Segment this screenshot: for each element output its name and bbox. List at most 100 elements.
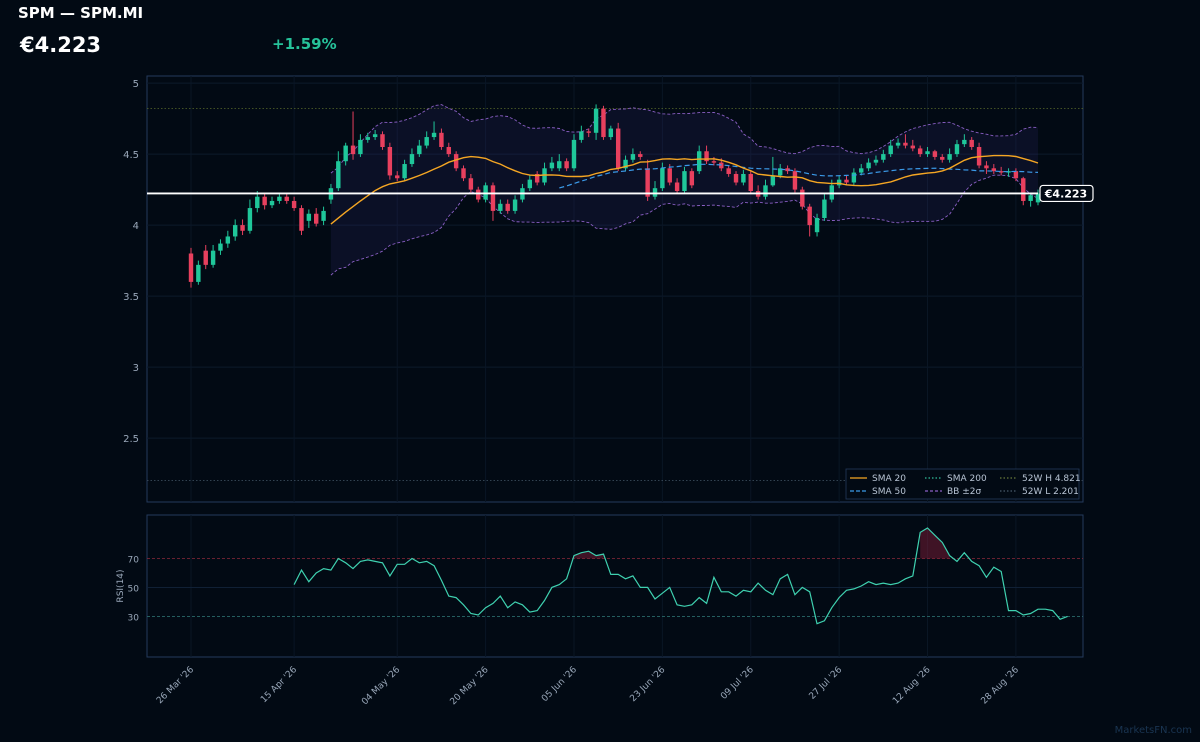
price-change: +1.59% — [272, 35, 337, 53]
candle-body — [402, 164, 407, 179]
rsi-tick-label: 30 — [128, 613, 140, 623]
candle-body — [623, 159, 628, 169]
candle-body — [284, 196, 289, 201]
candle-body — [1006, 171, 1011, 173]
candle-body — [674, 182, 680, 192]
chart-legend: SMA 20 SMA 200 52W H 4.821 SMA 50 BB ±2σ 52W … — [845, 468, 1081, 500]
candle-body — [888, 145, 893, 155]
candle-body — [446, 147, 451, 155]
candle-body — [483, 185, 488, 200]
candle-body — [579, 131, 584, 140]
candle-body — [461, 168, 466, 179]
candle-body — [409, 154, 415, 165]
bollinger-upper — [330, 104, 1039, 174]
price-panel[interactable]: 2.5 3 3.5 4 4.5 5 €4.223 SMA 20 SMA 200 52W H 4.8… — [123, 75, 1094, 503]
candle-body — [277, 196, 282, 201]
rsi-overbought-fill — [920, 528, 950, 559]
candle-body — [962, 139, 967, 145]
candle-body — [549, 162, 555, 169]
y-tick-label: 4 — [133, 221, 139, 232]
candle-body — [940, 156, 945, 160]
bollinger-lower — [330, 174, 1039, 276]
candle-body — [571, 139, 577, 169]
candle-body — [336, 161, 341, 189]
candle-body — [881, 154, 886, 160]
x-axis: 26 Mar '26 15 Apr '26 04 May '26 20 May '26… — [155, 665, 1021, 707]
candle-body — [696, 151, 702, 172]
candle-body — [380, 134, 385, 147]
y-tick-label: 3.5 — [123, 292, 139, 303]
x-tick-label: 23 Jun '26 — [628, 665, 667, 704]
last-price: €4.223 — [20, 33, 102, 57]
candle-body — [645, 168, 650, 197]
candle-body — [991, 168, 997, 172]
candle-body — [210, 250, 216, 265]
candle-body — [763, 185, 768, 197]
candle-body — [660, 168, 665, 189]
rsi-panel-frame — [146, 514, 1084, 658]
candle-body — [476, 189, 481, 200]
candle-body — [218, 243, 223, 251]
candle-body — [873, 159, 879, 163]
candle-body — [984, 165, 989, 169]
candle-body — [829, 185, 834, 200]
candle-body — [557, 161, 562, 169]
candle-body — [564, 161, 569, 169]
candle-body — [954, 144, 960, 155]
candle-body — [969, 139, 974, 147]
candle-body — [593, 108, 599, 133]
candle-body — [299, 208, 304, 231]
candle-body — [917, 148, 923, 155]
candle-body — [711, 161, 717, 163]
candle-body — [925, 151, 930, 155]
candle-body — [306, 213, 312, 221]
candle-body — [505, 203, 510, 211]
candle-body — [232, 225, 238, 237]
y-tick-label: 4.5 — [123, 150, 139, 161]
candle-body — [895, 142, 901, 146]
candle-body — [534, 173, 540, 183]
y-tick-label: 3 — [133, 363, 139, 374]
candle-body — [225, 236, 231, 244]
candle-body — [638, 154, 643, 157]
candle-body — [733, 173, 739, 183]
candle-body — [866, 162, 871, 169]
candle-body — [998, 171, 1004, 173]
candle-body — [431, 132, 437, 138]
candle-body — [395, 175, 400, 179]
candle-body — [601, 108, 606, 138]
candle-body — [527, 179, 533, 189]
candle-body — [365, 137, 370, 140]
candle-body — [424, 137, 429, 146]
x-tick-label: 05 Jun '26 — [540, 665, 579, 704]
candle-body — [851, 172, 857, 183]
candle-body — [947, 154, 952, 160]
candle-body — [498, 203, 503, 211]
candle-body — [453, 154, 459, 169]
candle-body — [741, 173, 746, 183]
candle-body — [1028, 195, 1033, 201]
candle-body — [822, 199, 827, 218]
rsi-line — [293, 527, 1068, 625]
candle-body — [778, 168, 783, 176]
candle-body — [667, 168, 672, 183]
legend-box — [845, 468, 1080, 500]
candle-body — [247, 208, 253, 231]
x-tick-label: 27 Jul '26 — [808, 665, 845, 702]
candle-body — [726, 168, 731, 174]
candle-body — [844, 179, 849, 183]
candle-body — [417, 145, 422, 155]
candle-body — [321, 210, 326, 221]
candle-body — [615, 128, 621, 169]
y-tick-label: 2.5 — [123, 434, 139, 445]
candle-body — [682, 171, 687, 192]
sma50-line — [559, 163, 1039, 189]
candle-body — [770, 175, 776, 186]
candle-body — [343, 145, 348, 162]
candle-body — [586, 131, 591, 133]
candle-body — [792, 171, 798, 190]
candle-body — [748, 173, 753, 192]
candle-body — [203, 250, 208, 265]
